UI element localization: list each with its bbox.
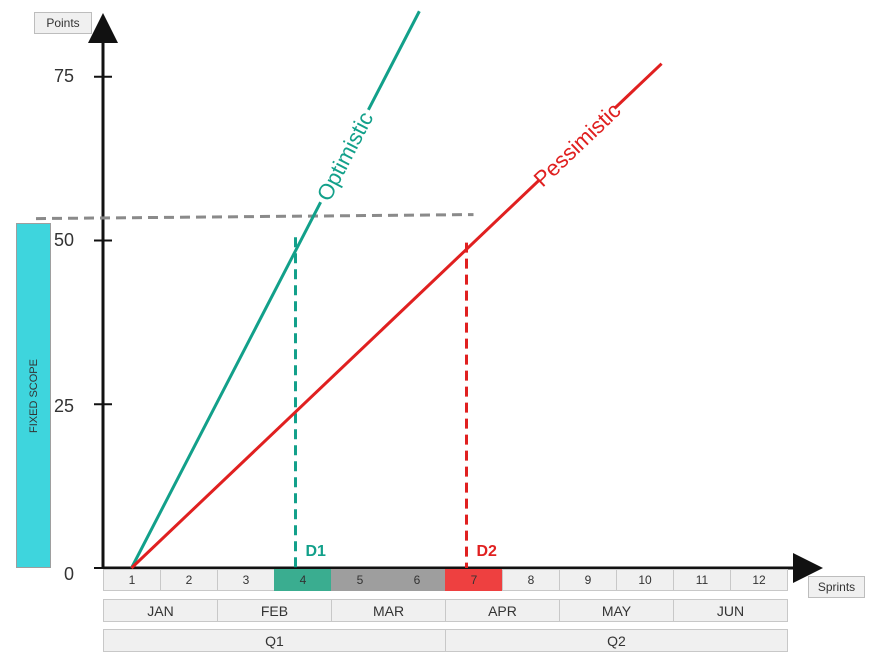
series-label-backdrop xyxy=(308,103,381,209)
series-label-backdrop xyxy=(529,98,625,191)
sprint-cell-5: 5 xyxy=(331,569,389,591)
month-cell-jan: JAN xyxy=(103,599,218,622)
month-cell-jun: JUN xyxy=(673,599,788,622)
deadline-label-d1: D1 xyxy=(306,543,327,560)
y-tick-label-0: 0 xyxy=(63,564,74,584)
sprint-cell-3: 3 xyxy=(217,569,275,591)
month-cell-feb: FEB xyxy=(217,599,332,622)
sprint-cell-11: 11 xyxy=(673,569,731,591)
series-label-pessimistic: Pessimistic xyxy=(529,98,626,192)
sprint-cell-7: 7 xyxy=(445,569,503,591)
month-cell-may: MAY xyxy=(559,599,674,622)
sprint-cell-8: 8 xyxy=(502,569,560,591)
quarter-cell-q2: Q2 xyxy=(445,629,788,652)
sprint-cell-12: 12 xyxy=(730,569,788,591)
sprint-cell-1: 1 xyxy=(103,569,161,591)
sprint-cell-4: 4 xyxy=(274,569,332,591)
y-tick-label-25: 25 xyxy=(53,396,74,416)
month-cell-apr: APR xyxy=(445,599,560,622)
sprint-cell-6: 6 xyxy=(388,569,446,591)
month-cell-mar: MAR xyxy=(331,599,446,622)
quarter-cell-q1: Q1 xyxy=(103,629,446,652)
sprint-cell-10: 10 xyxy=(616,569,674,591)
deadline-label-d2: D2 xyxy=(477,543,498,560)
sprint-cell-2: 2 xyxy=(160,569,218,591)
series-line-optimistic xyxy=(130,10,421,569)
y-tick-label-50: 50 xyxy=(53,230,74,250)
fixed-scope-bar: FIXED SCOPE xyxy=(16,223,51,568)
x-axis-title: Sprints xyxy=(808,576,865,598)
y-tick-label-75: 75 xyxy=(53,66,74,86)
series-label-optimistic: Optimistic xyxy=(312,108,379,205)
scope-dashed-line xyxy=(35,213,474,221)
y-axis-title: Points xyxy=(34,12,92,34)
sprint-cell-9: 9 xyxy=(559,569,617,591)
